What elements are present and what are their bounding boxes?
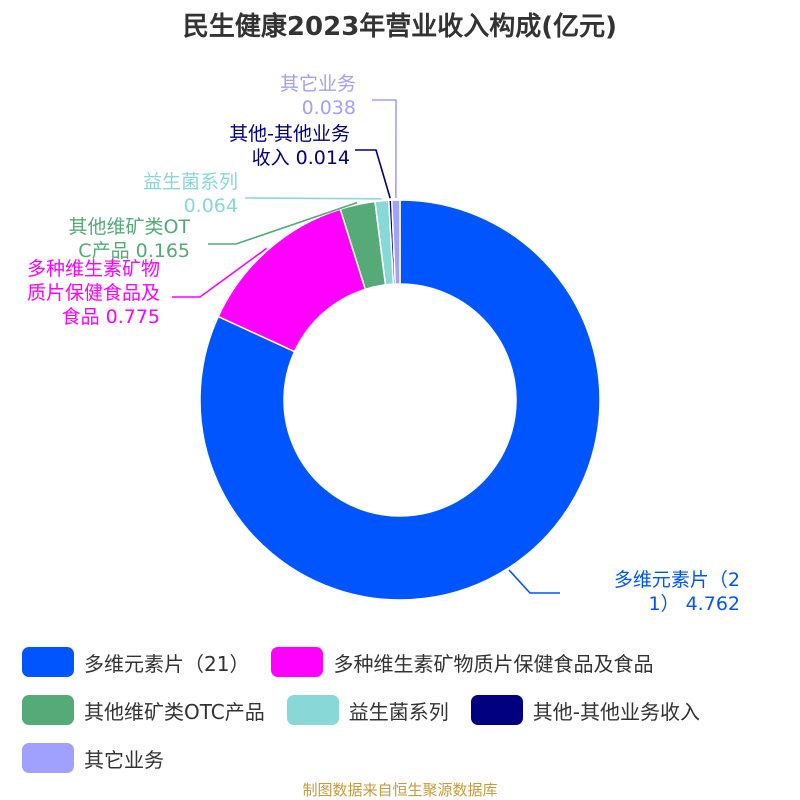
slice-5[interactable] — [391, 199, 401, 285]
chart-title: 民生健康2023年营业收入构成(亿元) — [182, 12, 618, 42]
leader-line-0 — [508, 569, 560, 594]
leader-line-1 — [172, 247, 267, 298]
data-label-0-line-0: 多维元素片（2 — [614, 569, 740, 591]
data-label-2-line-0: 其他维矿类OT — [68, 216, 190, 238]
legend-swatch-0 — [22, 647, 74, 677]
legend: 多维元素片（21） 多种维生素矿物质片保健食品及食品 其他维矿类OTC产品 益生… — [22, 638, 792, 782]
legend-row-3: 其它业务 — [22, 734, 792, 782]
legend-label-1: 多种维生素矿物质片保健食品及食品 — [333, 651, 654, 676]
legend-label-5: 其它业务 — [84, 747, 164, 772]
legend-swatch-3 — [286, 695, 339, 725]
data-label-3-line-0: 益生菌系列 — [143, 171, 238, 193]
legend-label-4: 其他-其他业务收入 — [532, 699, 700, 724]
data-label-5-line-0: 其它业务 — [280, 73, 356, 95]
legend-swatch-5 — [22, 743, 74, 773]
data-label-0-line-1: 1） 4.762 — [648, 593, 740, 615]
legend-swatch-2 — [22, 695, 74, 725]
legend-swatch-4 — [470, 695, 523, 725]
data-label-5-line-1: 0.038 — [302, 97, 356, 119]
legend-item-3[interactable]: 益生菌系列 — [286, 695, 449, 725]
legend-label-2: 其他维矿类OTC产品 — [84, 699, 265, 724]
legend-item-4[interactable]: 其他-其他业务收入 — [470, 695, 700, 725]
source-note: 制图数据来自恒生聚源数据库 — [302, 781, 498, 799]
leader-line-3 — [245, 197, 382, 200]
legend-swatch-1 — [271, 647, 324, 677]
legend-item-1[interactable]: 多种维生素矿物质片保健食品及食品 — [271, 647, 653, 677]
legend-row-1: 多维元素片（21） 多种维生素矿物质片保健食品及食品 — [22, 638, 792, 686]
leader-line-5 — [372, 99, 397, 199]
donut-chart: 多维元素片（21） 4.762 多种维生素矿物质片保健食品及食品 0.775 其他维… — [27, 73, 740, 615]
data-label-4-line-1: 收入 0.014 — [252, 147, 350, 169]
legend-row-2: 其他维矿类OTC产品 益生菌系列 其他-其他业务收入 — [22, 686, 792, 734]
legend-label-0: 多维元素片（21） — [84, 651, 250, 676]
data-label-1-line-2: 食品 0.775 — [62, 306, 160, 328]
legend-item-0[interactable]: 多维元素片（21） — [22, 647, 249, 677]
legend-item-5[interactable]: 其它业务 — [22, 743, 164, 773]
leader-line-4 — [355, 149, 391, 199]
data-label-2-line-1: C产品 0.165 — [78, 240, 190, 262]
data-label-1-line-0: 多种维生素矿物 — [27, 258, 160, 280]
legend-item-2[interactable]: 其他维矿类OTC产品 — [22, 695, 265, 725]
legend-label-3: 益生菌系列 — [348, 699, 449, 724]
leader-line-2 — [208, 201, 358, 245]
slice-0[interactable] — [199, 199, 601, 601]
data-label-4-line-0: 其他-其他业务 — [229, 123, 350, 145]
data-label-3-line-1: 0.064 — [184, 195, 238, 217]
data-label-1-line-1: 质片保健食品及 — [27, 282, 160, 304]
